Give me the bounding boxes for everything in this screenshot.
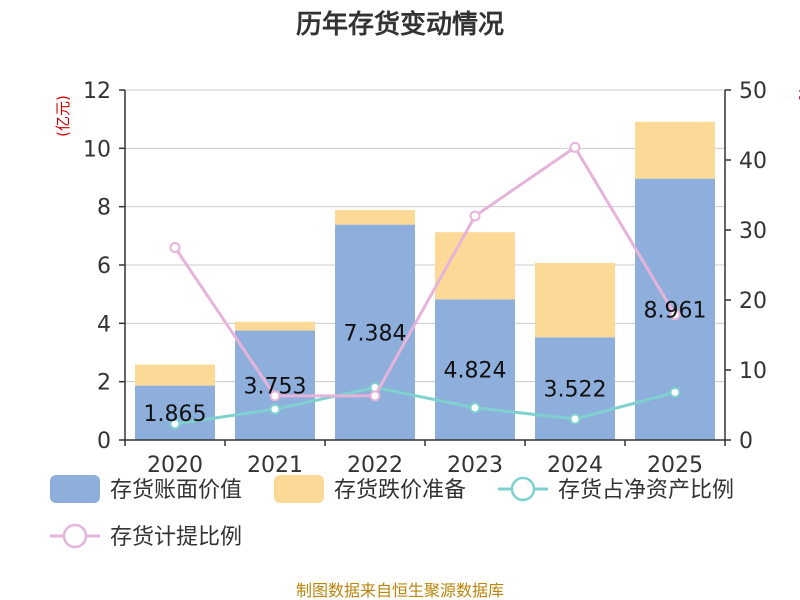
point-impairment-ratio <box>669 309 681 321</box>
y-left-tick-label: 10 <box>83 137 111 162</box>
legend-swatch-marker <box>510 476 536 502</box>
bar-inventory-impairment <box>235 321 315 331</box>
point-inventory-to-net-assets <box>669 386 681 398</box>
y-left-tick-label: 6 <box>97 254 111 279</box>
legend-label: 存货占净资产比例 <box>558 478 734 503</box>
bar-value-label: 7.384 <box>344 321 407 346</box>
y-left-tick-label: 0 <box>97 429 111 454</box>
bar-value-label: 3.753 <box>244 374 307 399</box>
point-impairment-ratio <box>169 242 181 253</box>
y-right-tick-label: 50 <box>739 79 767 104</box>
legend-label: 存货跌价准备 <box>334 478 466 503</box>
bars <box>135 121 715 440</box>
x-tick-label: 2021 <box>247 453 303 478</box>
point-inventory-to-net-assets <box>569 413 581 425</box>
bar-inventory-book-value <box>135 385 215 440</box>
point-impairment-ratio <box>469 210 481 222</box>
bar-inventory-book-value <box>335 224 415 440</box>
x-tick-label: 2020 <box>147 453 203 478</box>
y-left-unit: (亿元) <box>54 95 72 137</box>
legend-item-net-asset-ratio: 存货占净资产比例 <box>498 476 734 503</box>
legend-item-impairment-ratio: 存货计提比例 <box>50 523 242 550</box>
point-inventory-to-net-assets <box>469 402 481 414</box>
legend-item-book-value: 存货账面价值 <box>50 475 242 503</box>
legend-label: 存货账面价值 <box>110 478 242 503</box>
bar-value-label: 3.522 <box>544 378 607 403</box>
legend-label: 存货计提比例 <box>110 525 242 550</box>
bar-inventory-impairment <box>135 364 215 386</box>
x-tick-label: 2023 <box>447 453 503 478</box>
point-impairment-ratio <box>369 390 381 402</box>
y-right-unit: % <box>795 87 800 101</box>
x-tick-label: 2022 <box>347 453 403 478</box>
x-tick-label: 2024 <box>547 453 603 478</box>
y-right-tick-label: 0 <box>739 429 753 454</box>
y-left-tick-label: 12 <box>83 79 111 104</box>
legend-swatch-marker <box>62 523 88 549</box>
line-impairment-ratio <box>173 145 677 398</box>
bar-value-label: 8.961 <box>644 298 707 323</box>
bar-inventory-book-value <box>235 330 315 440</box>
legend-swatch <box>50 475 100 503</box>
bar-inventory-book-value <box>435 299 515 440</box>
y-right-tick-label: 30 <box>739 219 767 244</box>
bar-value-label: 4.824 <box>444 359 507 384</box>
bar-value-label: 1.865 <box>144 402 207 427</box>
line-inventory-to-net-assets <box>174 385 676 426</box>
point-inventory-to-net-assets <box>269 403 281 415</box>
y-right-tick-label: 40 <box>739 149 767 174</box>
lines <box>169 141 681 430</box>
chart-title: 历年存货变动情况 <box>296 9 504 40</box>
y-left-tick-label: 8 <box>97 196 111 221</box>
axes: 0 2 4 6 8 10 12 0 10 20 30 40 50 2020 2021 2022 2023 2024… <box>54 79 800 478</box>
point-impairment-ratio <box>569 141 581 153</box>
x-tick-label: 2025 <box>647 453 703 478</box>
y-left-tick-label: 2 <box>97 371 111 396</box>
bar-inventory-impairment <box>335 210 415 225</box>
point-impairment-ratio <box>269 390 281 402</box>
y-left-tick-label: 4 <box>97 312 111 337</box>
data-labels: 1.865 3.753 7.384 4.824 3.522 8.961 <box>144 298 707 426</box>
y-right-tick-label: 20 <box>739 289 767 314</box>
legend-swatch <box>274 475 324 503</box>
point-inventory-to-net-assets <box>169 418 181 430</box>
legend-item-impairment: 存货跌价准备 <box>274 475 466 503</box>
source-credit: 制图数据来自恒生聚源数据库 <box>296 581 504 600</box>
y-right-tick-label: 10 <box>739 359 767 384</box>
bar-inventory-impairment <box>635 121 715 179</box>
bar-inventory-impairment <box>535 262 615 338</box>
